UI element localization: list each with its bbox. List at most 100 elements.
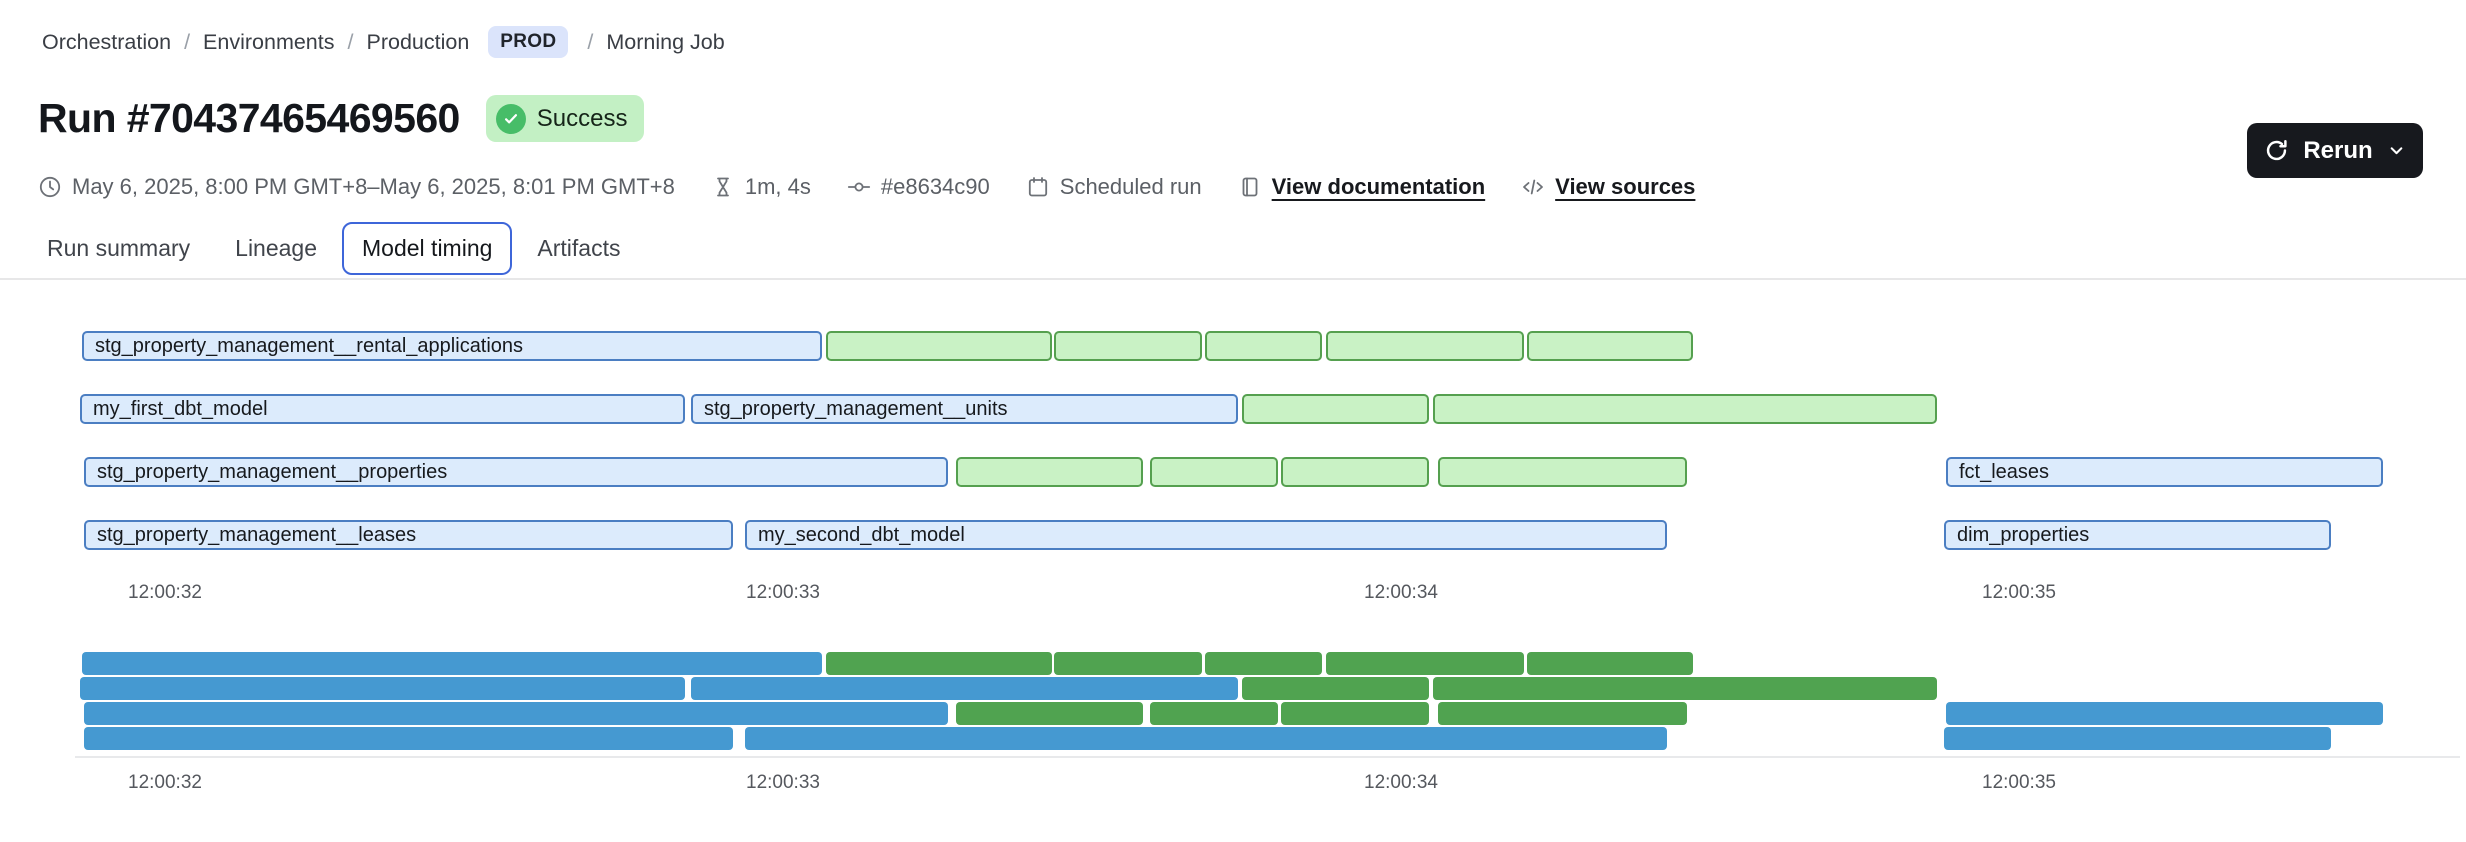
time-tick-label: 12:00:32 [128, 772, 202, 793]
gantt-bar-stg-property-management-properties[interactable]: stg_property_management__properties [84, 457, 948, 487]
gantt-bar[interactable] [1242, 394, 1429, 424]
minimap-row-2 [75, 677, 2391, 700]
minimap-bar[interactable] [1433, 677, 1937, 700]
bar-label: dim_properties [1957, 523, 2090, 546]
breadcrumb-item-morning-job[interactable]: Morning Job [606, 29, 725, 54]
minimap-bar[interactable] [1054, 652, 1202, 675]
minimap-bar-dim-properties[interactable] [1944, 727, 2331, 750]
view-documentation-link-label[interactable]: View documentation [1271, 174, 1486, 199]
rerun-label: Rerun [2303, 136, 2373, 164]
view-sources-link-label[interactable]: View sources [1555, 174, 1696, 199]
gantt-bar[interactable] [1150, 457, 1278, 487]
gantt-bar-fct-leases[interactable]: fct_leases [1946, 457, 2383, 487]
view-sources-link[interactable]: View sources [1521, 174, 1695, 200]
minimap-bar[interactable] [1281, 702, 1429, 725]
gantt-bar[interactable] [1281, 457, 1429, 487]
tab-lineage[interactable]: Lineage [235, 235, 318, 261]
gantt-bar-my-second-dbt-model[interactable]: my_second_dbt_model [745, 520, 1667, 550]
minimap-bar-stg-property-management-rental-applications[interactable] [82, 652, 822, 675]
minimap-bar-my-second-dbt-model[interactable] [745, 727, 1667, 750]
bar-label: my_first_dbt_model [93, 397, 268, 420]
minimap-bar[interactable] [1205, 652, 1322, 675]
gantt-bar-stg-property-management-leases[interactable]: stg_property_management__leases [84, 520, 733, 550]
gantt-bar-my-first-dbt-model[interactable]: my_first_dbt_model [80, 394, 685, 424]
minimap-bar-my-first-dbt-model[interactable] [80, 677, 685, 700]
minimap-bar[interactable] [826, 652, 1052, 675]
environment-badge: PROD [488, 26, 569, 58]
bar-label: stg_property_management__properties [97, 460, 448, 483]
run-time-range-label: May 6, 2025, 8:00 PM GMT+8–May 6, 2025, … [72, 174, 675, 199]
minimap-bar[interactable] [1527, 652, 1693, 675]
bar-label: stg_property_management__units [704, 397, 1008, 420]
view-documentation-link[interactable]: View documentation [1238, 174, 1486, 200]
tab-model-timing[interactable]: Model timing [342, 222, 513, 275]
time-tick-label: 12:00:35 [1982, 772, 2056, 793]
breadcrumb: Orchestration / Environments / Production PRO… [42, 26, 725, 58]
gantt-bar[interactable] [1433, 394, 1937, 424]
run-duration-label: 1m, 4s [744, 174, 811, 199]
breadcrumb-item-environments[interactable]: Environments [203, 29, 335, 54]
minimap-bar[interactable] [1242, 677, 1429, 700]
bar-label: my_second_dbt_model [758, 523, 965, 546]
time-tick-label: 12:00:34 [1364, 582, 1438, 603]
minimap-row-3 [75, 702, 2391, 725]
gantt-time-axis: 12:00:32 12:00:33 12:00:34 12:00:35 [75, 582, 2391, 606]
minimap-bar-stg-property-management-leases[interactable] [84, 727, 733, 750]
run-time-range: May 6, 2025, 8:00 PM GMT+8–May 6, 2025, … [38, 174, 675, 200]
breadcrumb-separator: / [587, 29, 594, 54]
gantt-bar[interactable] [1054, 331, 1202, 361]
minimap-bar-fct-leases[interactable] [1946, 702, 2383, 725]
gantt-bar[interactable] [1326, 331, 1524, 361]
tab-artifacts[interactable]: Artifacts [537, 235, 621, 261]
gantt-bar[interactable] [956, 457, 1143, 487]
breadcrumb-item-production[interactable]: Production [366, 29, 470, 54]
time-tick-label: 12:00:35 [1982, 582, 2056, 603]
run-trigger: Scheduled run [1026, 174, 1202, 200]
page-title: Run #70437465469560 [38, 95, 460, 141]
tab-bar: Run summary Lineage Model timing Artifacts [27, 222, 640, 275]
gantt-bar-stg-property-management-units[interactable]: stg_property_management__units [691, 394, 1238, 424]
gantt-bar[interactable] [826, 331, 1052, 361]
refresh-icon [2263, 137, 2290, 164]
breadcrumb-separator: / [184, 29, 191, 54]
minimap-bar[interactable] [956, 702, 1143, 725]
status-label: Success [536, 104, 628, 132]
tab-run-summary[interactable]: Run summary [47, 235, 191, 261]
run-duration: 1m, 4s [711, 174, 811, 200]
commit-hash: #e8634c90 [847, 174, 990, 200]
commit-hash-label: #e8634c90 [880, 174, 990, 199]
minimap-bar[interactable] [1438, 702, 1687, 725]
hourglass-icon [711, 175, 735, 199]
run-meta: May 6, 2025, 8:00 PM GMT+8–May 6, 2025, … [38, 171, 1695, 203]
gantt-bar-dim-properties[interactable]: dim_properties [1944, 520, 2331, 550]
breadcrumb-separator: / [347, 29, 354, 54]
gantt-bar-stg-property-management-rental-applications[interactable]: stg_property_management__rental_applicat… [82, 331, 822, 361]
rerun-button[interactable]: Rerun [2247, 123, 2423, 178]
bar-label: fct_leases [1959, 460, 2050, 483]
tabs-divider [0, 278, 2466, 280]
breadcrumb-item-orchestration[interactable]: Orchestration [42, 29, 172, 54]
gantt-bar[interactable] [1438, 457, 1687, 487]
minimap-bar[interactable] [1326, 652, 1524, 675]
minimap-bar-stg-property-management-properties[interactable] [84, 702, 948, 725]
model-timing-gantt: stg_property_management__rental_applicat… [75, 331, 2391, 551]
success-check-icon [495, 103, 526, 134]
commit-icon [847, 175, 871, 199]
time-tick-label: 12:00:34 [1364, 772, 1438, 793]
docs-icon [1238, 175, 1262, 199]
time-tick-label: 12:00:33 [746, 582, 820, 603]
gantt-bar[interactable] [1205, 331, 1322, 361]
minimap-bar-stg-property-management-units[interactable] [691, 677, 1238, 700]
calendar-icon [1026, 175, 1050, 199]
run-trigger-label: Scheduled run [1059, 174, 1202, 199]
gantt-minimap-brush[interactable] [75, 652, 2391, 752]
chevron-down-icon[interactable] [2386, 140, 2407, 161]
run-header: Run #70437465469560 Success [38, 95, 645, 142]
minimap-row-1 [75, 652, 2391, 675]
status-badge: Success [485, 95, 645, 142]
bar-label: stg_property_management__rental_applicat… [95, 334, 524, 357]
bar-label: stg_property_management__leases [97, 523, 417, 546]
gantt-bar[interactable] [1527, 331, 1693, 361]
minimap-bar[interactable] [1150, 702, 1278, 725]
gantt-row-2: my_first_dbt_model stg_property_managemen… [75, 394, 2391, 424]
